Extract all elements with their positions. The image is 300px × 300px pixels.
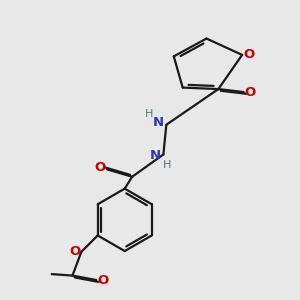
Text: H: H xyxy=(145,109,153,119)
Text: O: O xyxy=(69,245,80,258)
Text: O: O xyxy=(97,274,108,287)
Text: O: O xyxy=(244,86,256,99)
Text: O: O xyxy=(243,48,254,62)
Text: H: H xyxy=(163,160,171,170)
Text: N: N xyxy=(149,149,161,162)
Text: O: O xyxy=(95,161,106,174)
Text: N: N xyxy=(152,116,164,129)
